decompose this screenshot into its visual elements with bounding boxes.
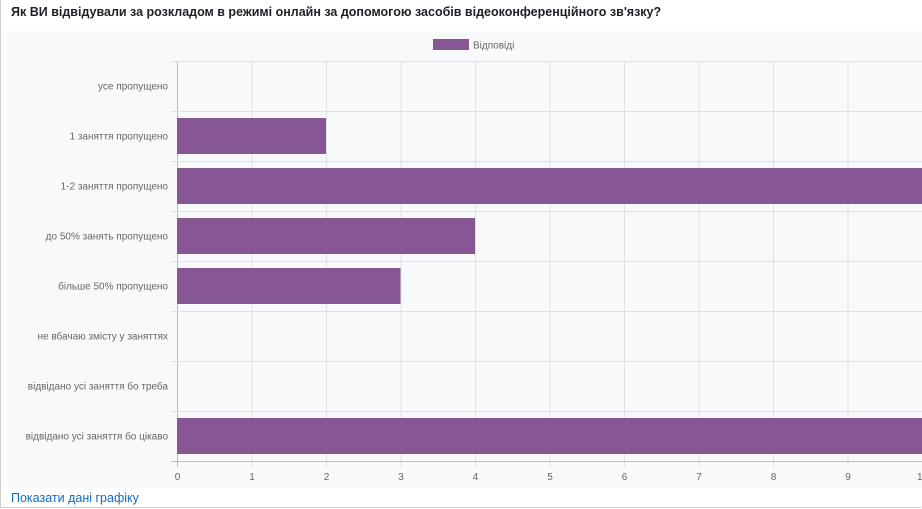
chart-area: Відповіді 0 1 2 3 4 5 6 7 8 9 10 усе пропущено 1 заня… (7, 31, 922, 487)
y-tick-label: не вбачаю змісту у заняттях (37, 331, 168, 343)
show-chart-data-link[interactable]: Показати дані графіку (11, 491, 139, 505)
x-tick-label: 5 (547, 472, 553, 483)
x-tick-label: 2 (324, 472, 330, 483)
legend-swatch (433, 39, 469, 50)
bar (177, 268, 401, 304)
x-tick-label: 1 (249, 472, 255, 483)
y-tick-label: відвідано усі заняття бо цікаво (26, 431, 169, 443)
y-tick-label: 1 заняття пропущено (70, 132, 169, 143)
x-tick-label: 4 (473, 472, 479, 483)
x-tick-label: 10 (917, 472, 922, 483)
bar (177, 168, 922, 204)
bar-chart: Відповіді 0 1 2 3 4 5 6 7 8 9 10 усе пропущено 1 заня… (26, 39, 922, 483)
y-tick-label: до 50% занять пропущено (46, 232, 169, 243)
bar (177, 218, 475, 254)
y-tick-label: відвідано усі заняття бо треба (28, 381, 169, 393)
x-tick-label: 3 (398, 472, 404, 483)
bar (177, 418, 922, 454)
bar (177, 118, 326, 154)
x-tick-label: 9 (845, 472, 851, 483)
x-tick-label: 7 (696, 472, 702, 483)
y-tick-label: більше 50% пропущено (58, 281, 168, 293)
x-tick-label: 0 (175, 472, 181, 483)
x-tick-label: 6 (622, 472, 628, 483)
y-tick-label: усе пропущено (98, 82, 168, 93)
legend-label: Відповіді (473, 41, 514, 52)
y-tick-label: 1-2 заняття пропущено (61, 182, 169, 193)
x-tick-label: 8 (771, 472, 777, 483)
question-title: Як ВИ відвідували за розкладом в режимі … (11, 5, 662, 19)
